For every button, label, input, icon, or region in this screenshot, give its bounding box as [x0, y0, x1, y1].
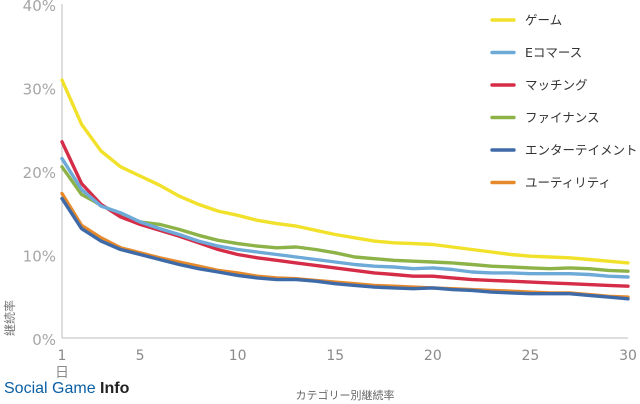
series-line	[60, 140, 630, 288]
brand-text-info: Info	[100, 380, 130, 397]
y-tick-labels: 0% 10% 20% 30% 40%	[23, 0, 56, 349]
axes	[61, 4, 628, 339]
y-axis-label: 継続率	[2, 300, 17, 336]
legend-label: Eコマース	[525, 45, 582, 60]
series-line	[60, 78, 630, 265]
series-line	[60, 196, 630, 301]
y-tick-label: 10%	[23, 248, 56, 266]
series-line	[60, 156, 630, 279]
legend-label: マッチング	[525, 78, 588, 93]
brand-text-social-game: Social Game	[4, 380, 101, 397]
x-tick-label: 30	[619, 348, 637, 364]
x-tick-labels: 1 5 10 15 20 25 30日	[55, 348, 637, 381]
series-lines	[60, 78, 630, 301]
brand-watermark: Social Game Info	[4, 380, 129, 398]
legend-label: ファイナンス	[525, 110, 600, 125]
x-tick-label: 25	[521, 348, 539, 364]
legend-label: ゲーム	[525, 13, 562, 28]
series-line	[60, 165, 630, 273]
x-tick-label: 10	[229, 348, 247, 364]
y-tick-label: 30%	[23, 81, 56, 99]
legend-label: エンターテイメント	[525, 143, 638, 158]
y-tick-label: 0%	[32, 331, 56, 349]
legend-label: ユーティリティ	[525, 175, 611, 190]
y-tick-label: 20%	[23, 164, 56, 182]
x-tick-label: 15	[326, 348, 344, 364]
y-tick-label: 40%	[23, 0, 56, 15]
x-axis-label: カテゴリー別継続率	[296, 388, 395, 402]
x-tick-label: 5	[136, 348, 145, 364]
x-tick-label: 1	[58, 348, 67, 364]
x-tick-label: 20	[424, 348, 442, 364]
x-tick-unit-label: 日	[55, 365, 69, 381]
